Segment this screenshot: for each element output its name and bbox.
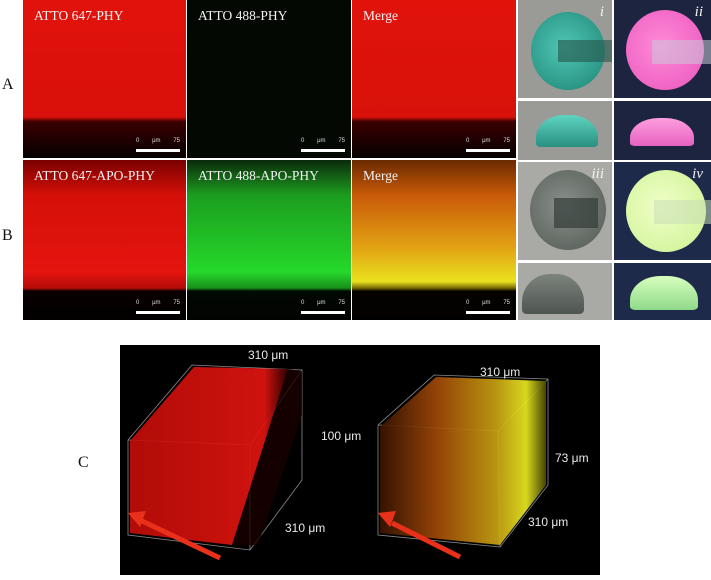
right-top-dimension: 310 μm: [480, 365, 521, 379]
micrograph-atto488-apo-phy: ATTO 488-APO-PHY 0 μm 75: [187, 160, 351, 320]
divider: [518, 260, 612, 263]
teal-side-view: [536, 115, 598, 147]
panel-caption: Merge: [363, 8, 398, 23]
slide-strip: [558, 40, 612, 62]
panel-caption: Merge: [363, 168, 398, 183]
volume-right: [377, 374, 549, 560]
scale-bar: 0 μm 75: [301, 138, 345, 152]
micrograph-atto488-phy: ATTO 488-PHY 0 μm 75: [187, 0, 351, 158]
photo-ii: ii: [614, 0, 711, 160]
volume-left: [127, 364, 303, 561]
divider: [614, 98, 711, 101]
left-top-dimension: 310 μm: [248, 348, 289, 362]
yellow-green-side-view: [630, 276, 698, 310]
photo-iii: iii: [518, 162, 612, 320]
right-depth-dimension: 73 μm: [555, 451, 589, 465]
scale-bar: 0 μm 75: [136, 138, 180, 152]
pink-side-view: [630, 118, 694, 146]
slide-strip: [554, 198, 598, 228]
panel-caption: ATTO 647-PHY: [34, 8, 124, 23]
right-bottom-dimension: 310 μm: [528, 515, 569, 529]
row-label-a: A: [2, 76, 14, 93]
divider: [518, 98, 612, 101]
scale-bar: 0 μm 75: [466, 300, 510, 314]
slide-strip: [654, 200, 711, 224]
photo-label: ii: [694, 4, 703, 20]
divider: [614, 260, 711, 263]
photo-i: i: [518, 0, 612, 160]
scale-bar: 0 μm 75: [466, 138, 510, 152]
photo-label: iii: [591, 166, 604, 182]
micrograph-atto647-phy: ATTO 647-PHY 0 μm 75: [23, 0, 186, 158]
photo-label: i: [599, 4, 604, 20]
left-depth-dimension: 100 μm: [321, 429, 362, 443]
panel-caption: ATTO 488-APO-PHY: [198, 168, 319, 183]
row-label-b: B: [2, 227, 13, 244]
volume-render-panel: 310 μm 100 μm 310 μm 310 μm 73 μm 310 μm: [120, 345, 600, 575]
micrograph-merge-apo-phy: Merge 0 μm 75: [352, 160, 516, 320]
photo-iv: iv: [614, 162, 711, 320]
clear-side-view: [522, 274, 584, 314]
volume-render-svg: [127, 364, 549, 561]
micrograph-atto647-apo-phy: ATTO 647-APO-PHY 0 μm 75: [23, 160, 186, 320]
photo-label: iv: [692, 166, 703, 182]
micrograph-merge-phy: Merge 0 μm 75: [352, 0, 516, 158]
slide-strip: [652, 40, 711, 64]
panel-caption: ATTO 488-PHY: [198, 8, 288, 23]
scale-bar: 0 μm 75: [301, 300, 345, 314]
left-bottom-dimension: 310 μm: [285, 521, 326, 535]
panel-caption: ATTO 647-APO-PHY: [34, 168, 155, 183]
scale-bar: 0 μm 75: [136, 300, 180, 314]
row-label-c: C: [78, 454, 89, 471]
